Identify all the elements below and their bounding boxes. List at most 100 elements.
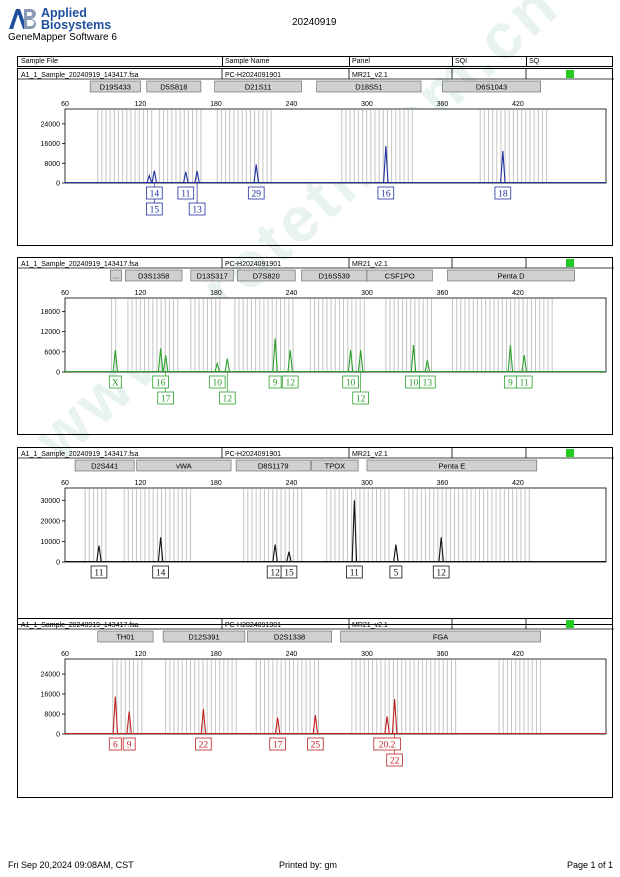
marker-label: vWA <box>176 462 192 471</box>
panel-name: MR21_v2.1 <box>352 72 388 79</box>
allele-call: 11 <box>515 375 533 389</box>
allele-box <box>389 565 403 579</box>
sample-file-name: A1_1_Sample_20240919_143417.fsa <box>21 451 139 458</box>
report-date: 20240919 <box>292 17 337 28</box>
x-tick-label: 360 <box>437 651 449 658</box>
y-tick-label: 6000 <box>44 349 60 356</box>
marker-box: TPOX <box>311 459 359 472</box>
y-tick-label: 24000 <box>41 121 61 128</box>
sq-status-indicator <box>566 259 574 267</box>
marker-box-bg <box>311 459 359 472</box>
x-tick-label: 120 <box>135 290 147 297</box>
allele-box <box>218 391 236 405</box>
signal-peak <box>351 500 358 562</box>
marker-box-bg <box>97 630 154 643</box>
x-tick-label: 60 <box>61 651 69 658</box>
allele-box <box>515 375 533 389</box>
allele-label: 12 <box>223 395 233 405</box>
x-tick-label: 240 <box>286 480 298 487</box>
y-tick-label: 16000 <box>41 141 61 148</box>
allele-label: 29 <box>251 190 261 200</box>
marker-label: Penta E <box>439 462 466 471</box>
y-tick-label: 30000 <box>41 498 61 505</box>
signal-peak <box>253 164 259 183</box>
sample-file-name: A1_1_Sample_20240919_143417.fsa <box>21 261 139 268</box>
allele-call: 14 <box>146 186 163 200</box>
marker-box: D6S1043 <box>442 80 541 93</box>
allele-label: 15 <box>150 206 160 216</box>
y-tick-label: 0 <box>56 732 60 739</box>
marker-box: CSF1PO <box>366 269 433 282</box>
allele-call: 6 <box>108 737 122 751</box>
sample-name: PC-H2024091901 <box>225 451 281 458</box>
allele-label: 10 <box>212 379 222 389</box>
x-tick-label: 360 <box>437 101 449 108</box>
allele-box <box>152 565 169 579</box>
signal-peak <box>272 338 278 372</box>
allele-box <box>432 565 450 579</box>
signal-peak <box>393 544 399 562</box>
allele-call: 9 <box>503 375 517 389</box>
sample-info-row: A1_1_Sample_20240919_143417.fsa PC-H20240… <box>18 258 614 269</box>
marker-label: TPOX <box>325 462 345 471</box>
allele-label: 10 <box>409 379 419 389</box>
marker-box: D19S433 <box>89 80 141 93</box>
marker-box-bg <box>316 80 422 93</box>
signal-peak <box>507 345 514 372</box>
signal-peak <box>357 350 364 372</box>
marker-box-bg <box>125 269 183 282</box>
marker-box-bg <box>237 269 296 282</box>
y-tick-label: 0 <box>56 181 60 188</box>
electropherogram-green: A1_1_Sample_20240919_143417.fsa PC-H20240… <box>18 258 614 405</box>
marker-label: D2S1338 <box>274 633 305 642</box>
x-tick-label: 300 <box>361 480 373 487</box>
applied-biosystems-logo: Applied Biosystems <box>8 6 118 34</box>
x-tick-label: 120 <box>135 651 147 658</box>
signal-peak <box>312 715 319 734</box>
signal-peak <box>162 355 169 372</box>
electropherogram-panel-blue: A1_1_Sample_20240919_143417.fsa PC-H20240… <box>17 68 614 246</box>
allele-box <box>122 737 136 751</box>
signal-peak <box>157 348 164 372</box>
brand-line-2: Biosystems <box>41 17 112 32</box>
electropherogram-black: A1_1_Sample_20240919_143417.fsa PC-H20240… <box>18 448 614 579</box>
signal-peak <box>287 350 293 372</box>
sample-file-name: A1_1_Sample_20240919_143417.fsa <box>21 72 139 79</box>
allele-box <box>195 737 212 751</box>
x-tick-label: 60 <box>61 480 69 487</box>
footer-timestamp: Fri Sep 20,2024 09:08AM, CST <box>8 860 134 870</box>
plot-area <box>64 487 607 563</box>
marker-label: D16S539 <box>319 272 350 281</box>
x-tick-label: 60 <box>61 101 69 108</box>
allele-box <box>352 391 369 405</box>
allele-call: 16 <box>152 375 169 389</box>
marker-box-bg <box>247 630 333 643</box>
signal-peak <box>410 345 417 372</box>
allele-label: 5 <box>394 569 399 579</box>
signal-peak <box>126 711 132 734</box>
electropherogram-blue: A1_1_Sample_20240919_143417.fsa PC-H20240… <box>18 69 614 216</box>
signal-peak <box>194 171 200 183</box>
signal-peak <box>384 716 390 734</box>
marker-box: Penta D <box>447 269 575 282</box>
allele-call: 15 <box>280 565 298 579</box>
marker-box-bg <box>366 269 433 282</box>
plot-area <box>64 658 607 735</box>
electropherogram-panel-red: A1_1_Sample_20240919_143417.fsa PC-H20240… <box>17 618 614 798</box>
sq-status-indicator <box>566 620 574 628</box>
marker-label: D12S391 <box>188 633 219 642</box>
ab-logo-icon <box>8 8 38 30</box>
sample-file-name: A1_1_Sample_20240919_143417.fsa <box>21 622 139 629</box>
marker-label: D8S1179 <box>258 462 289 471</box>
marker-label: D6S1043 <box>476 83 507 92</box>
y-tick-label: 18000 <box>41 309 61 316</box>
marker-label: TH01 <box>116 633 134 642</box>
allele-call: 12 <box>266 565 284 579</box>
allele-call: 10 <box>208 375 226 389</box>
allele-box <box>108 375 122 389</box>
marker-label: D5S818 <box>160 83 187 92</box>
allele-box <box>280 565 298 579</box>
allele-box <box>146 186 163 200</box>
marker-box-bg <box>235 459 311 472</box>
allele-label: 22 <box>390 757 400 767</box>
